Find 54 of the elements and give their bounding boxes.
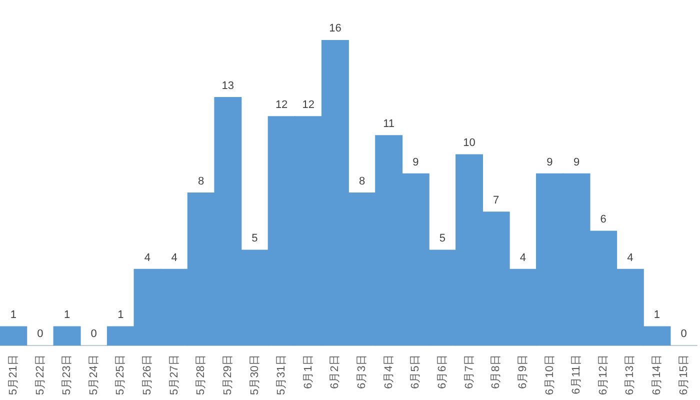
data-label: 0 <box>37 328 44 340</box>
x-tick-label: 6月15日 <box>678 354 690 396</box>
data-label: 1 <box>64 309 70 322</box>
data-label: 9 <box>546 156 553 168</box>
x-tick-label: 5月21日 <box>7 354 20 396</box>
x-tick-label: 5月24日 <box>88 354 100 396</box>
data-label: 1 <box>118 309 124 322</box>
x-tick-label: 6月14日 <box>651 354 664 396</box>
data-label: 4 <box>627 252 634 264</box>
data-label: 4 <box>171 252 178 264</box>
x-tick-label: 6月7日 <box>463 354 476 389</box>
data-label: 7 <box>493 194 500 206</box>
x-tick-label: 6月1日 <box>302 354 314 389</box>
bar <box>0 326 28 346</box>
data-label: 8 <box>198 175 204 188</box>
data-label: 16 <box>329 22 342 35</box>
data-label: 10 <box>463 137 476 150</box>
x-tick-label: 5月25日 <box>114 354 127 396</box>
x-tick-label: 6月9日 <box>516 354 529 389</box>
data-label: 12 <box>275 98 288 111</box>
data-label: 11 <box>383 118 395 130</box>
data-label: 8 <box>358 175 366 188</box>
data-label: 9 <box>412 156 419 168</box>
x-tick-label: 5月31日 <box>276 354 288 396</box>
x-tick-label: 6月5日 <box>410 354 422 389</box>
x-tick-label: 5月29日 <box>222 354 234 396</box>
data-label: 9 <box>573 156 580 168</box>
x-tick-label: 6月2日 <box>329 354 342 389</box>
data-label: 5 <box>439 232 446 245</box>
data-label: 6 <box>600 214 606 226</box>
x-tick-label: 6月10日 <box>544 354 556 396</box>
data-label: 12 <box>302 98 315 111</box>
x-tick-label: 6月11日 <box>570 354 583 394</box>
x-tick-label: 6月3日 <box>356 354 368 389</box>
x-tick-label: 6月8日 <box>490 354 502 389</box>
x-tick-label: 5月22日 <box>34 354 46 396</box>
bar <box>53 326 81 346</box>
data-label: 0 <box>680 328 687 340</box>
x-tick-label: 5月27日 <box>168 354 180 396</box>
x-tick-label: 5月28日 <box>195 354 208 396</box>
x-tick-label: 6月4日 <box>382 354 395 389</box>
x-tick-label: 6月6日 <box>436 354 448 389</box>
x-tick-label: 6月13日 <box>624 354 636 396</box>
data-label: 1 <box>10 309 16 322</box>
data-label: 1 <box>654 309 660 322</box>
x-tick-label: 5月30日 <box>248 354 261 396</box>
x-tick-label: 5月26日 <box>142 354 154 396</box>
data-label: 4 <box>520 252 526 264</box>
x-tick-label: 6月12日 <box>597 354 610 396</box>
data-label: 4 <box>144 252 151 264</box>
data-label: 5 <box>252 232 258 245</box>
data-label: 13 <box>222 80 234 92</box>
data-label: 0 <box>90 328 97 340</box>
x-tick-label: 5月23日 <box>61 354 74 396</box>
